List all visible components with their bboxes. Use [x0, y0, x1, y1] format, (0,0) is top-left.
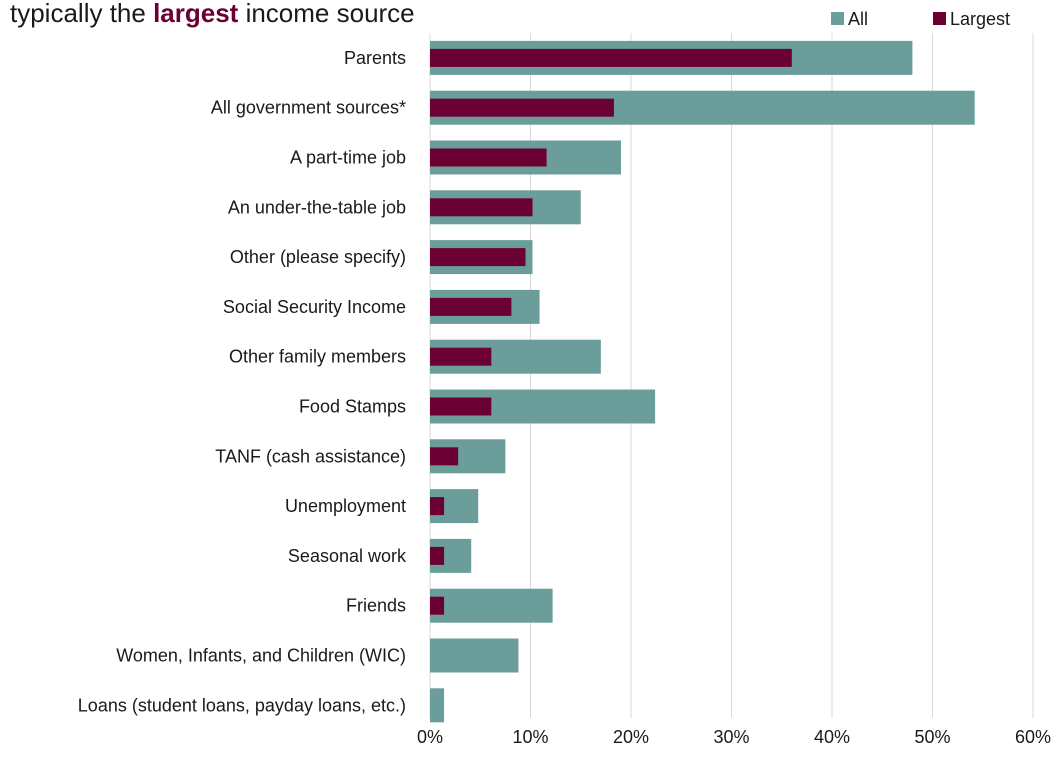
- category-label: All government sources*: [211, 98, 406, 118]
- bar-largest: [430, 397, 492, 416]
- bar-all: [430, 688, 445, 723]
- bar-largest: [430, 248, 526, 267]
- category-labels: Parents All government sources* A part-tim…: [78, 48, 407, 715]
- bar-all: [430, 588, 553, 623]
- category-label: An under-the-table job: [228, 197, 406, 217]
- x-tick-label: 0%: [417, 727, 443, 747]
- x-tick-label: 10%: [512, 727, 548, 747]
- category-label: Other (please specify): [230, 247, 406, 267]
- bar-all: [430, 638, 519, 673]
- bar-largest: [430, 447, 459, 466]
- legend-label: Largest: [950, 9, 1010, 29]
- chart-title: typically the largest income source: [10, 0, 415, 28]
- category-label: Women, Infants, and Children (WIC): [116, 646, 406, 666]
- bar-largest: [430, 148, 547, 167]
- x-tick-label: 50%: [914, 727, 950, 747]
- x-tick-label: 30%: [713, 727, 749, 747]
- bar-largest: [430, 297, 512, 316]
- x-tick-label: 20%: [613, 727, 649, 747]
- x-tick-label: 40%: [814, 727, 850, 747]
- category-label: Seasonal work: [288, 546, 407, 566]
- category-label: Social Security Income: [223, 297, 406, 317]
- bar-largest: [430, 546, 445, 565]
- bar-largest: [430, 497, 445, 516]
- bars: [430, 40, 975, 723]
- bar-largest: [430, 347, 492, 366]
- category-label: Friends: [346, 596, 406, 616]
- legend: All Largest: [831, 9, 1010, 29]
- category-label: Parents: [344, 48, 406, 68]
- x-tick-label: 60%: [1015, 727, 1051, 747]
- bar-largest: [430, 48, 792, 67]
- category-label: Loans (student loans, payday loans, etc.…: [78, 695, 406, 715]
- bar-largest: [430, 596, 445, 615]
- legend-swatch: [933, 12, 946, 25]
- bar-largest: [430, 198, 533, 217]
- bar-largest: [430, 98, 614, 117]
- category-label: TANF (cash assistance): [215, 446, 406, 466]
- x-axis-tick-labels: 0% 10% 20% 30% 40% 50% 60%: [417, 727, 1051, 747]
- category-label: Food Stamps: [299, 397, 406, 417]
- category-label: A part-time job: [290, 148, 406, 168]
- legend-swatch: [831, 12, 844, 25]
- category-label: Unemployment: [285, 496, 406, 516]
- category-label: Other family members: [229, 347, 406, 367]
- legend-label: All: [848, 9, 868, 29]
